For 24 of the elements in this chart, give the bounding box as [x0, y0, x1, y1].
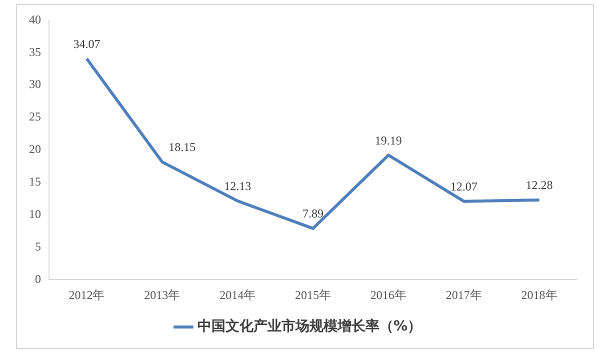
y-tick-label: 30 [29, 77, 41, 92]
data-label: 7.89 [302, 206, 324, 221]
x-tick-label: 2013年 [144, 288, 180, 302]
x-tick-label: 2012年 [68, 288, 105, 302]
x-tick-label: 2018年 [521, 288, 558, 302]
x-tick-label: 2016年 [370, 288, 406, 302]
y-tick-label: 5 [35, 239, 41, 254]
data-label: 12.13 [224, 179, 252, 194]
y-tick-label: 0 [35, 272, 41, 286]
x-tick-label: 2017年 [446, 288, 482, 302]
y-tick-label: 10 [29, 206, 41, 221]
x-tick-label: 2014年 [220, 288, 256, 302]
data-label: 19.19 [374, 133, 402, 148]
y-tick-label: 25 [29, 110, 41, 124]
y-tick-label: 35 [29, 44, 41, 59]
data-label: 34.07 [73, 36, 100, 51]
y-tick-label: 15 [29, 174, 41, 188]
data-label: 18.15 [168, 140, 196, 154]
y-tick-label: 20 [29, 142, 41, 156]
legend-label: 中国文化产业市场规模增长率（%） [197, 318, 422, 335]
data-label: 12.07 [450, 179, 478, 194]
x-tick-label: 2015年 [295, 288, 331, 302]
data-label: 12.28 [526, 178, 553, 192]
y-tick-label: 40 [29, 12, 41, 26]
